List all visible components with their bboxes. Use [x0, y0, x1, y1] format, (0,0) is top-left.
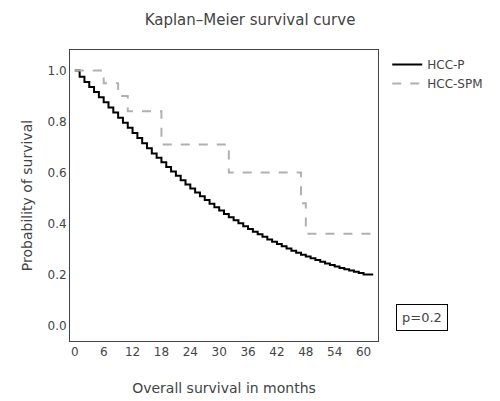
- svg-text:0.8: 0.8: [48, 115, 67, 129]
- svg-text:0.4: 0.4: [48, 217, 67, 231]
- svg-text:Kaplan–Meier survival curve: Kaplan–Meier survival curve: [145, 11, 356, 29]
- svg-text:HCC-P: HCC-P: [427, 58, 464, 72]
- svg-text:0.6: 0.6: [48, 166, 67, 180]
- svg-text:6: 6: [100, 345, 108, 359]
- svg-text:0.2: 0.2: [48, 268, 67, 282]
- svg-text:18: 18: [154, 345, 169, 359]
- svg-text:HCC-SPM: HCC-SPM: [427, 77, 482, 91]
- svg-text:1.0: 1.0: [48, 64, 67, 78]
- svg-text:12: 12: [125, 345, 140, 359]
- svg-text:42: 42: [269, 345, 284, 359]
- svg-text:p=0.2: p=0.2: [402, 310, 442, 325]
- svg-text:48: 48: [298, 345, 313, 359]
- svg-text:0: 0: [71, 345, 79, 359]
- svg-text:24: 24: [183, 345, 198, 359]
- svg-text:Overall survival in months: Overall survival in months: [132, 380, 316, 396]
- svg-text:54: 54: [327, 345, 342, 359]
- svg-text:Probability of survival: Probability of survival: [19, 120, 35, 271]
- svg-text:36: 36: [240, 345, 255, 359]
- svg-text:60: 60: [356, 345, 371, 359]
- svg-text:0.0: 0.0: [48, 319, 67, 333]
- svg-text:30: 30: [212, 345, 227, 359]
